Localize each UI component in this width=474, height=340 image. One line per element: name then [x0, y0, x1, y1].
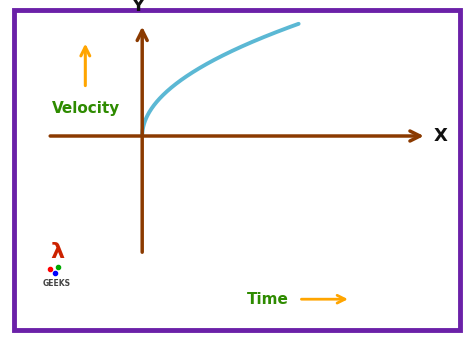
Text: Y: Y: [131, 0, 144, 15]
Text: X: X: [434, 127, 447, 145]
Text: GEEKS: GEEKS: [43, 279, 71, 288]
Text: λ: λ: [50, 242, 64, 261]
Text: Time: Time: [246, 292, 288, 307]
Text: Velocity: Velocity: [52, 101, 120, 116]
